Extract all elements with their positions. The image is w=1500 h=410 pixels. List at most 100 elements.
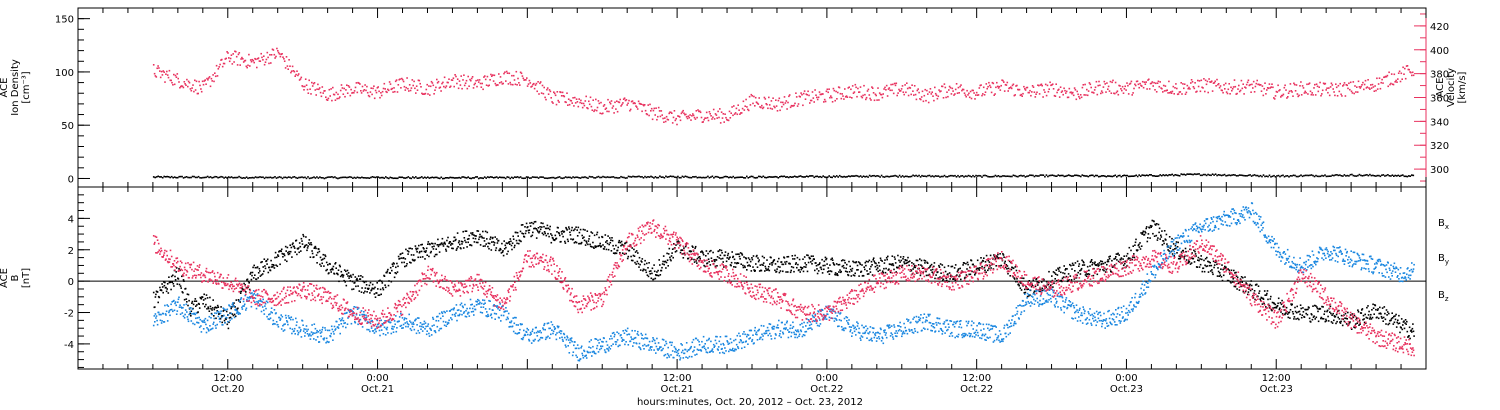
velocity-point [1230, 86, 1232, 89]
velocity-point [698, 110, 700, 113]
velocity-point [899, 90, 902, 92]
density-point [1156, 175, 1158, 177]
density-point [1168, 174, 1170, 176]
velocity-point [1031, 91, 1033, 93]
bx-point [748, 258, 751, 261]
bx-point [1151, 225, 1153, 227]
bx-point [578, 231, 581, 234]
bx-point [425, 247, 428, 250]
velocity-point [805, 93, 808, 95]
bx-point [978, 268, 980, 270]
density-point [617, 177, 619, 179]
bx-point [220, 315, 223, 317]
bx-point [1018, 284, 1020, 287]
velocity-point [266, 51, 269, 54]
velocity-point [434, 89, 436, 91]
density-point [870, 175, 872, 178]
velocity-point [1037, 84, 1039, 86]
bx-point [174, 275, 176, 278]
density-point [793, 175, 796, 178]
velocity-point [892, 92, 895, 95]
density-point [910, 175, 913, 178]
bx-point [1322, 318, 1325, 320]
velocity-point [931, 91, 933, 93]
density-point [1178, 175, 1181, 177]
bx-point [985, 254, 988, 257]
velocity-point [376, 87, 379, 89]
bx-point [1348, 322, 1351, 324]
bx-point [894, 258, 896, 260]
velocity-point [1366, 86, 1369, 88]
bx-point [555, 237, 558, 240]
density-point [1282, 174, 1284, 177]
bx-point [922, 271, 924, 274]
bx-point [939, 263, 942, 265]
velocity-axis-title: [km/s] [1457, 71, 1468, 103]
by-point [154, 313, 157, 315]
bx-point [966, 261, 969, 264]
bx-point [811, 263, 813, 265]
bx-point [634, 261, 636, 264]
bx-point [869, 271, 872, 273]
velocity-point [429, 94, 431, 96]
bx-point [437, 245, 440, 248]
velocity-point [847, 87, 850, 89]
velocity-point [1017, 88, 1019, 91]
bx-point [1120, 258, 1122, 261]
velocity-point [1267, 87, 1270, 90]
bx-point [339, 275, 342, 278]
density-axis-tick-label: 0 [68, 174, 74, 185]
density-point [166, 175, 168, 178]
bx-point [1133, 253, 1135, 255]
by-point [194, 313, 197, 316]
velocity-point [1291, 91, 1293, 93]
velocity-point [844, 88, 846, 90]
bx-point [183, 298, 186, 301]
velocity-point [885, 89, 887, 91]
bx-point [714, 260, 716, 263]
velocity-point [834, 99, 836, 102]
bx-point [473, 241, 476, 243]
velocity-point [1226, 92, 1229, 95]
bx-point [1256, 283, 1258, 286]
bx-point [297, 247, 300, 249]
velocity-point [259, 60, 262, 62]
bx-point [452, 240, 455, 242]
bx-point [821, 258, 823, 261]
density-point [1027, 175, 1030, 177]
velocity-point [595, 109, 598, 112]
bx-point [644, 259, 646, 262]
bx-point [815, 262, 817, 264]
bx-point [1392, 323, 1395, 325]
velocity-point [706, 116, 709, 119]
by-point [214, 312, 216, 314]
velocity-point [678, 116, 681, 118]
bx-point [759, 264, 762, 266]
velocity-point [1058, 96, 1061, 98]
bx-point [209, 305, 212, 308]
velocity-point [616, 100, 618, 102]
bx-point [291, 243, 294, 246]
density-point [650, 175, 652, 178]
velocity-point [1022, 92, 1024, 95]
density-point [316, 176, 318, 178]
bx-point [1369, 316, 1372, 318]
velocity-point [703, 118, 705, 121]
density-point [1092, 174, 1094, 177]
by-point [202, 328, 205, 330]
bx-point [529, 225, 532, 227]
velocity-point [1279, 89, 1281, 91]
density-point [483, 176, 486, 178]
velocity-point [891, 89, 893, 92]
bx-point [665, 267, 667, 269]
velocity-point [747, 109, 750, 112]
velocity-point [514, 83, 517, 86]
velocity-point [659, 115, 662, 118]
bx-point [1209, 270, 1212, 272]
velocity-point [465, 79, 468, 82]
velocity-point [1272, 86, 1274, 89]
bx-point [1117, 260, 1120, 263]
bx-point [1027, 288, 1029, 290]
density-point [802, 176, 805, 178]
bx-point [693, 258, 695, 261]
